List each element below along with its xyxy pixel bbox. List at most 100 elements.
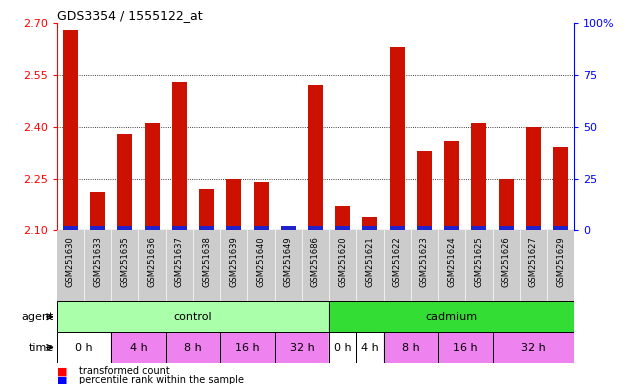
Bar xyxy=(417,226,432,230)
Bar xyxy=(417,151,432,230)
Text: GSM251636: GSM251636 xyxy=(148,236,156,287)
Bar xyxy=(362,226,377,230)
Text: GSM251627: GSM251627 xyxy=(529,236,538,287)
Bar xyxy=(438,332,493,363)
Text: ■: ■ xyxy=(57,375,68,384)
Bar xyxy=(493,332,574,363)
Bar xyxy=(493,230,520,301)
Text: GSM251625: GSM251625 xyxy=(475,236,483,287)
Bar xyxy=(274,332,329,363)
Text: ■: ■ xyxy=(57,366,68,376)
Bar xyxy=(144,123,160,230)
Bar xyxy=(438,230,465,301)
Bar xyxy=(302,230,329,301)
Text: GSM251624: GSM251624 xyxy=(447,236,456,287)
Text: GSM251621: GSM251621 xyxy=(365,236,374,287)
Bar xyxy=(111,332,166,363)
Bar xyxy=(227,226,241,230)
Bar xyxy=(329,332,357,363)
Bar xyxy=(390,226,404,230)
Bar xyxy=(281,226,296,230)
Text: 16 h: 16 h xyxy=(453,343,478,353)
Bar xyxy=(308,226,323,230)
Bar xyxy=(329,301,574,332)
Text: 8 h: 8 h xyxy=(184,343,202,353)
Bar xyxy=(57,301,329,332)
Bar xyxy=(199,226,214,230)
Text: 32 h: 32 h xyxy=(521,343,546,353)
Bar xyxy=(520,230,547,301)
Bar xyxy=(117,226,133,230)
Text: GSM251640: GSM251640 xyxy=(257,236,266,287)
Text: GSM251626: GSM251626 xyxy=(502,236,510,287)
Bar xyxy=(411,230,438,301)
Text: control: control xyxy=(174,312,212,322)
Bar xyxy=(329,230,357,301)
Bar xyxy=(498,226,514,230)
Bar xyxy=(254,226,269,230)
Bar xyxy=(362,217,377,230)
Text: GSM251622: GSM251622 xyxy=(392,236,402,287)
Bar xyxy=(329,301,574,332)
Bar xyxy=(547,230,574,301)
Text: 0 h: 0 h xyxy=(75,343,93,353)
Bar xyxy=(172,82,187,230)
Text: GSM251635: GSM251635 xyxy=(121,236,129,287)
Text: time: time xyxy=(28,343,54,353)
Bar xyxy=(526,127,541,230)
Text: cadmium: cadmium xyxy=(425,312,478,322)
Text: GSM251630: GSM251630 xyxy=(66,236,75,287)
Bar xyxy=(493,332,574,363)
Bar xyxy=(63,226,78,230)
Bar xyxy=(90,192,105,230)
Text: 0 h: 0 h xyxy=(334,343,351,353)
Text: GSM251649: GSM251649 xyxy=(284,236,293,287)
Bar xyxy=(57,230,84,301)
Text: 8 h: 8 h xyxy=(402,343,420,353)
Bar xyxy=(166,332,220,363)
Bar xyxy=(166,332,220,363)
Text: 32 h: 32 h xyxy=(290,343,314,353)
Bar xyxy=(90,226,105,230)
Bar xyxy=(553,147,568,230)
Bar xyxy=(308,85,323,230)
Bar xyxy=(111,332,166,363)
Bar xyxy=(357,332,384,363)
Bar xyxy=(220,332,274,363)
Bar xyxy=(220,332,274,363)
Text: GSM251620: GSM251620 xyxy=(338,236,347,287)
Bar xyxy=(144,226,160,230)
Bar xyxy=(438,332,493,363)
Bar xyxy=(281,227,296,230)
Bar xyxy=(471,123,487,230)
Bar xyxy=(84,230,111,301)
Text: percentile rank within the sample: percentile rank within the sample xyxy=(79,375,244,384)
Text: transformed count: transformed count xyxy=(79,366,170,376)
Bar xyxy=(166,230,193,301)
Text: GSM251623: GSM251623 xyxy=(420,236,429,287)
Bar xyxy=(138,230,166,301)
Text: 4 h: 4 h xyxy=(361,343,379,353)
Bar xyxy=(335,206,350,230)
Text: 4 h: 4 h xyxy=(129,343,148,353)
Bar xyxy=(498,179,514,230)
Bar xyxy=(227,179,241,230)
Bar xyxy=(57,332,111,363)
Bar xyxy=(553,226,568,230)
Bar xyxy=(329,332,357,363)
Bar xyxy=(193,230,220,301)
Bar xyxy=(111,230,138,301)
Bar xyxy=(471,226,487,230)
Bar xyxy=(274,332,329,363)
Bar xyxy=(465,230,493,301)
Bar xyxy=(526,226,541,230)
Bar xyxy=(357,332,384,363)
Bar xyxy=(335,226,350,230)
Bar xyxy=(247,230,274,301)
Text: GDS3354 / 1555122_at: GDS3354 / 1555122_at xyxy=(57,9,203,22)
Bar xyxy=(199,189,214,230)
Bar xyxy=(384,332,438,363)
Bar xyxy=(384,230,411,301)
Text: GSM251638: GSM251638 xyxy=(202,236,211,287)
Bar xyxy=(172,226,187,230)
